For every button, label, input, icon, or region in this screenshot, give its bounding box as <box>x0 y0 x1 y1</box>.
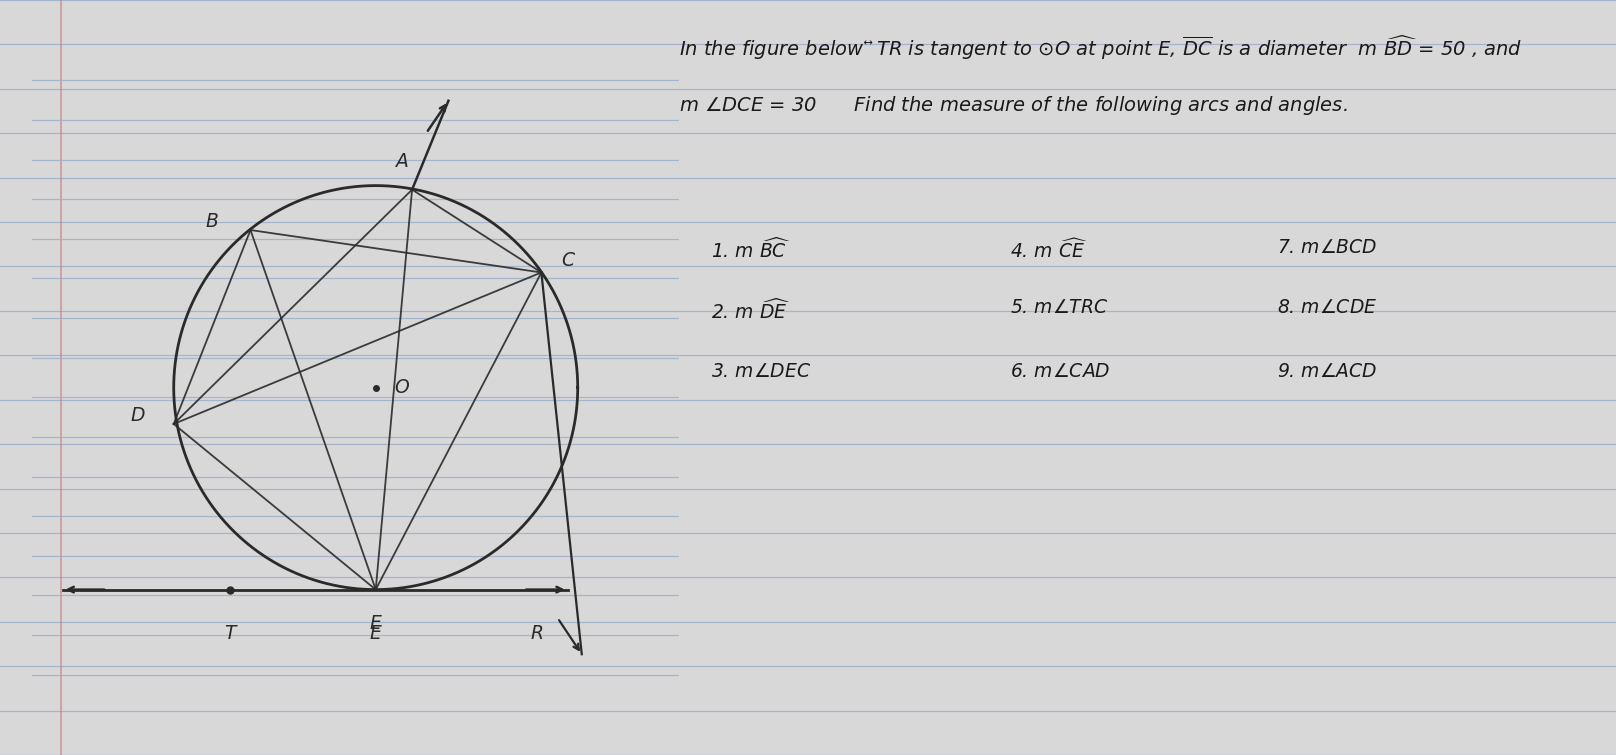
Text: 3. m$\angle$DEC: 3. m$\angle$DEC <box>711 362 811 381</box>
Text: 2. m $\widehat{DE}$: 2. m $\widehat{DE}$ <box>711 298 790 322</box>
Text: m $\angle$DCE = 30      Find the measure of the following arcs and angles.: m $\angle$DCE = 30 Find the measure of t… <box>679 94 1348 117</box>
Text: 5. m$\angle$TRC: 5. m$\angle$TRC <box>1010 298 1109 317</box>
Text: C: C <box>561 251 574 270</box>
Text: 4. m $\widehat{CE}$: 4. m $\widehat{CE}$ <box>1010 238 1088 262</box>
Text: 9. m$\angle$ACD: 9. m$\angle$ACD <box>1277 362 1377 381</box>
Text: E: E <box>370 615 381 633</box>
Text: 6. m$\angle$CAD: 6. m$\angle$CAD <box>1010 362 1110 381</box>
Text: R: R <box>530 624 545 643</box>
Text: E: E <box>370 624 381 643</box>
Text: T: T <box>225 624 236 643</box>
Text: 7. m$\angle$BCD: 7. m$\angle$BCD <box>1277 238 1377 257</box>
Text: 1. m $\widehat{BC}$: 1. m $\widehat{BC}$ <box>711 238 790 262</box>
Text: A: A <box>396 152 409 171</box>
Text: B: B <box>205 212 218 232</box>
Text: D: D <box>131 406 144 425</box>
Text: In the figure below $\overleftrightarrow{TR}$ is tangent to $\odot$O at point E,: In the figure below $\overleftrightarrow… <box>679 34 1522 63</box>
Text: 8. m$\angle$CDE: 8. m$\angle$CDE <box>1277 298 1377 317</box>
Text: O: O <box>394 378 409 397</box>
